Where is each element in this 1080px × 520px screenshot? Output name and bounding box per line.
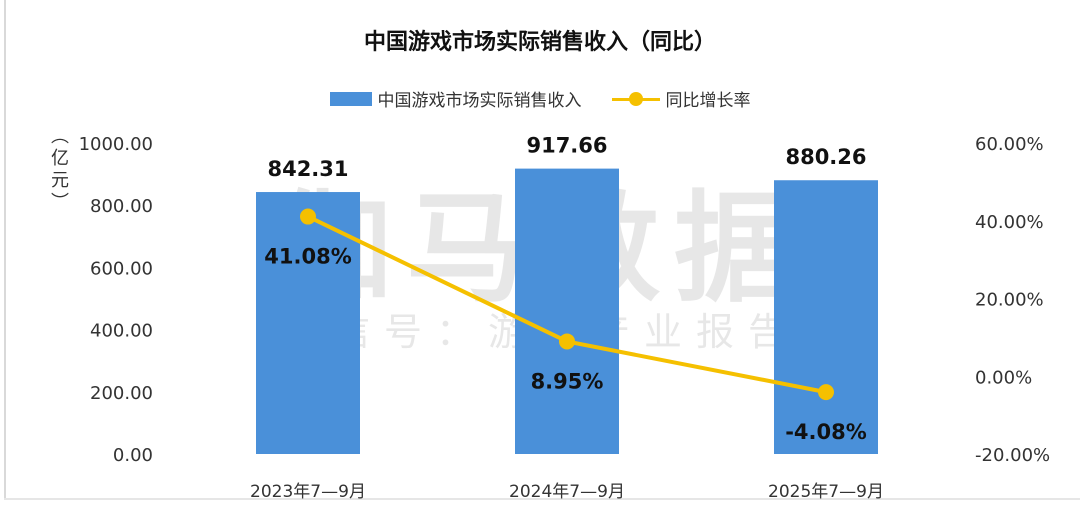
growth-point-2	[559, 333, 575, 350]
y-left-tick-label: 800.00	[90, 196, 153, 217]
legend-label-growth: 同比增长率	[665, 91, 751, 111]
y-right-tick-label: 60.00%	[975, 134, 1044, 155]
x-tick-label: 2025年7—9月	[768, 482, 884, 502]
y-left-tick-label: 200.00	[90, 383, 153, 404]
bar-3	[774, 180, 878, 454]
y-left-tick-label: 1000.00	[79, 134, 153, 155]
chart-title: 中国游戏市场实际销售收入（同比）	[363, 30, 716, 55]
legend-bar-swatch	[329, 91, 372, 106]
frame-bottom-border	[4, 498, 1080, 500]
frame-left-border	[4, 0, 6, 500]
y-right-tick-label: 0.00%	[975, 367, 1032, 388]
legend-label-revenue: 中国游戏市场实际销售收入	[377, 91, 582, 111]
bar-1	[256, 192, 360, 454]
y-left-tick-label: 0.00	[113, 445, 153, 466]
bar-value-label: 880.26	[785, 145, 866, 169]
legend-line-swatch	[611, 91, 660, 107]
bar-2	[515, 168, 619, 455]
bar-value-label: 842.31	[267, 157, 348, 181]
y-right-tick-label: -20.00%	[975, 445, 1050, 466]
x-tick-label: 2023年7—9月	[250, 482, 366, 502]
bar-value-label: 917.66	[526, 134, 607, 158]
legend-item-revenue: 中国游戏市场实际销售收入	[329, 86, 582, 111]
growth-point-3	[818, 384, 834, 401]
y-left-tick-label: 600.00	[90, 258, 153, 279]
growth-value-label: -4.08%	[785, 420, 867, 444]
x-tick-label: 2024年7—9月	[509, 482, 625, 502]
legend-item-growth: 同比增长率	[611, 86, 751, 111]
legend: 中国游戏市场实际销售收入 同比增长率	[0, 86, 1080, 111]
y-left-tick-label: 400.00	[90, 321, 153, 342]
y-right-tick-label: 20.00%	[975, 290, 1044, 311]
y-right-tick-label: 40.00%	[975, 212, 1044, 233]
y-axis-unit-label: （亿元）	[48, 126, 69, 214]
growth-value-label: 8.95%	[531, 369, 604, 393]
growth-value-label: 41.08%	[264, 245, 351, 269]
growth-point-1	[300, 208, 316, 225]
